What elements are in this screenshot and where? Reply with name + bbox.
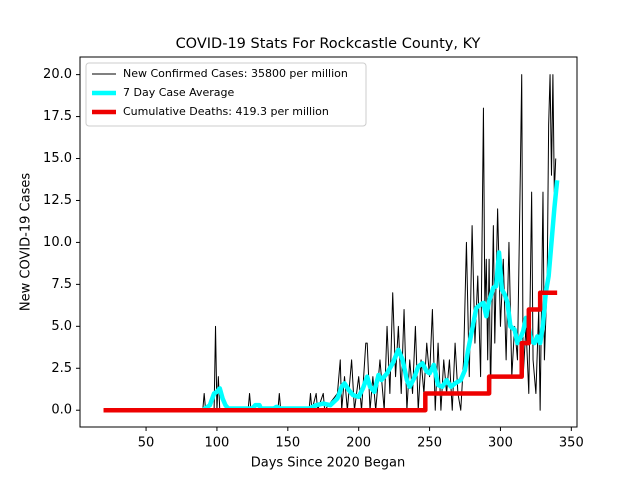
series-line [103, 74, 557, 411]
y-tick-label: 15.0 [43, 151, 72, 166]
y-tick-label: 12.5 [43, 193, 72, 208]
plot-area [103, 74, 560, 413]
y-tick-label: 10.0 [43, 235, 72, 250]
y-tick-label: 20.0 [43, 67, 72, 82]
x-tick-label: 50 [138, 436, 155, 451]
x-axis-label: Days Since 2020 Began [251, 456, 406, 471]
x-tick-label: 100 [205, 436, 230, 451]
legend-label: Cumulative Deaths: 419.3 per million [123, 105, 329, 118]
y-axis-label: New COVID-19 Cases [19, 173, 34, 311]
x-tick-label: 200 [346, 436, 371, 451]
x-tick-label: 150 [275, 436, 300, 451]
legend-label: 7 Day Case Average [123, 86, 235, 99]
y-tick-label: 5.0 [51, 319, 72, 334]
chart-title: COVID-19 Stats For Rockcastle County, KY [176, 36, 481, 52]
legend-box [85, 62, 367, 127]
y-tick-label: 7.5 [51, 277, 72, 292]
x-tick-label: 300 [488, 436, 513, 451]
y-tick-label: 2.5 [51, 361, 72, 376]
legend-label: New Confirmed Cases: 35800 per million [123, 67, 348, 80]
y-tick-label: 0.0 [51, 403, 72, 418]
series-line [201, 180, 560, 413]
y-tick-label: 17.5 [43, 109, 72, 124]
plot-frame [79, 56, 578, 428]
x-tick-label: 350 [559, 436, 584, 451]
x-tick-label: 250 [417, 436, 442, 451]
series-line [103, 290, 558, 413]
